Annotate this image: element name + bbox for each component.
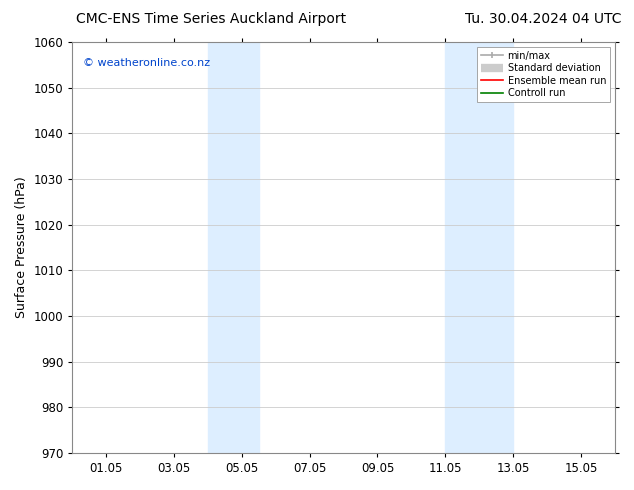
Text: CMC-ENS Time Series Auckland Airport: CMC-ENS Time Series Auckland Airport xyxy=(76,12,346,26)
Text: © weatheronline.co.nz: © weatheronline.co.nz xyxy=(83,58,210,69)
Bar xyxy=(445,42,513,453)
Y-axis label: Surface Pressure (hPa): Surface Pressure (hPa) xyxy=(15,176,28,318)
Text: Tu. 30.04.2024 04 UTC: Tu. 30.04.2024 04 UTC xyxy=(465,12,621,26)
Bar xyxy=(208,42,259,453)
Legend: min/max, Standard deviation, Ensemble mean run, Controll run: min/max, Standard deviation, Ensemble me… xyxy=(477,47,610,102)
